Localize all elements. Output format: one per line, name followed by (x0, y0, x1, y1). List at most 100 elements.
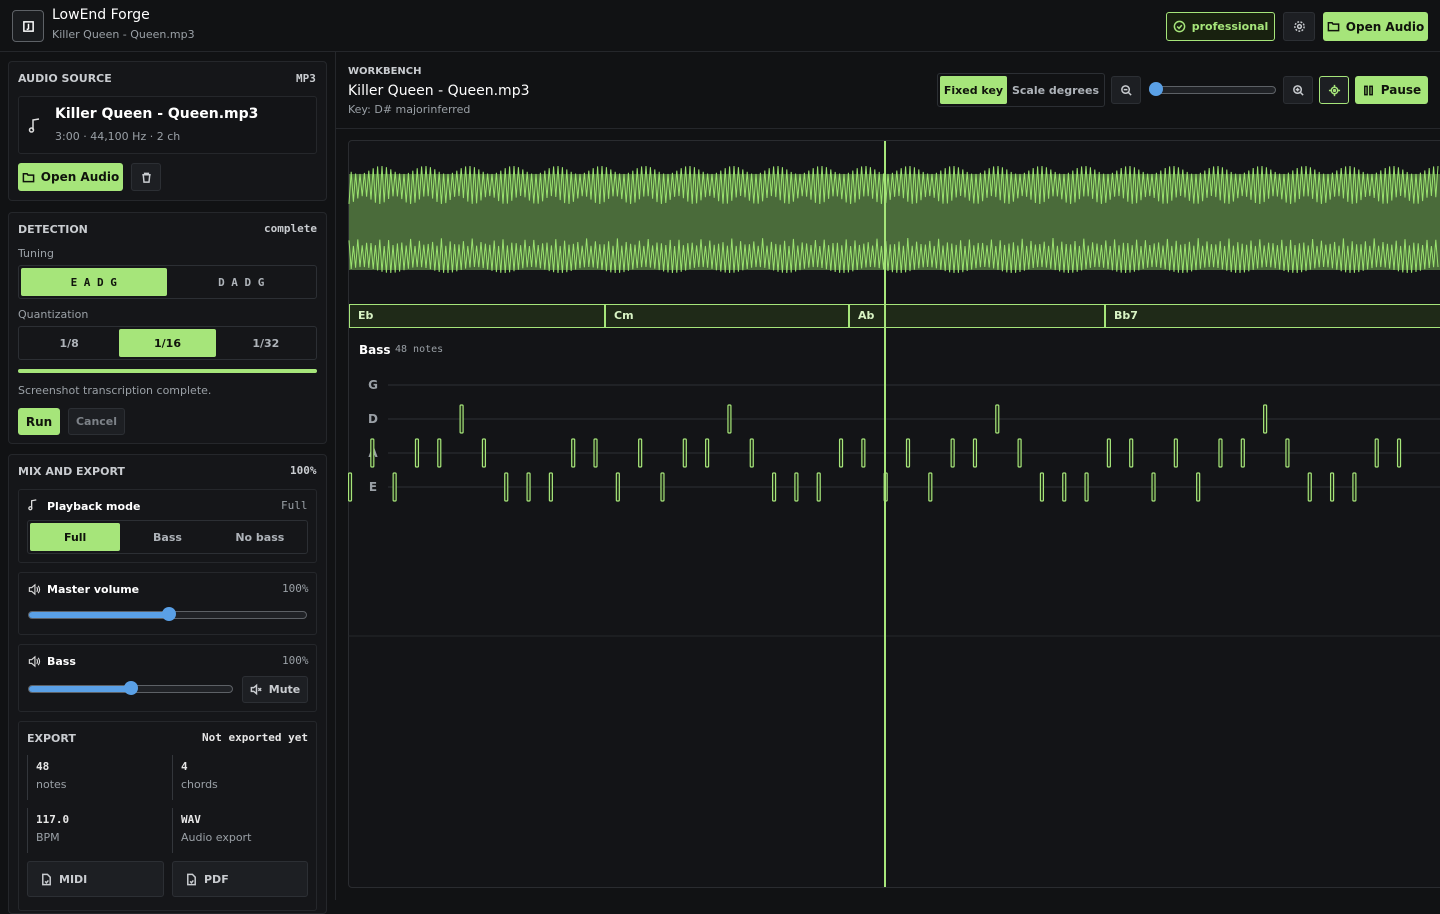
speaker-icon (28, 655, 41, 668)
view-mode-option[interactable]: Scale degrees (1011, 83, 1100, 97)
workbench-eyebrow: WORKBENCH (348, 66, 422, 77)
tuning-option[interactable]: E A D G (21, 268, 167, 296)
detection-panel (8, 212, 327, 444)
note-count: 48 notes (395, 344, 444, 355)
progress-bar (18, 369, 317, 373)
export-pdf-button[interactable]: PDF (172, 861, 308, 897)
master-volume-card (18, 572, 317, 635)
workbench-divider (336, 128, 1440, 129)
mute-label: Mute (268, 683, 301, 696)
playhead[interactable] (884, 141, 886, 887)
playback-option[interactable]: No bass (235, 530, 285, 544)
note (392, 472, 397, 502)
playback-option[interactable]: Bass (153, 530, 182, 544)
file-name: Killer Queen - Queen.mp3 (55, 106, 259, 122)
master-volume-label: Master volume (47, 583, 140, 596)
quantization-selector: 1/8 1/16 1/32 (18, 326, 317, 360)
note (727, 404, 732, 434)
note (1173, 438, 1178, 468)
music-icon (28, 499, 37, 511)
note (972, 438, 978, 468)
music-icon (28, 118, 40, 133)
app-logo (12, 10, 44, 42)
plan-badge[interactable]: professional (1166, 12, 1275, 41)
waveform-line (348, 238, 1439, 274)
format: MP3 (296, 72, 316, 85)
stat-value: 4 (181, 760, 188, 773)
cancel-label: Cancel (75, 415, 118, 428)
note (1062, 472, 1067, 502)
note (660, 472, 665, 502)
chord: Cm (605, 304, 849, 328)
note (1285, 438, 1290, 468)
playback-mode-selector: Full Bass No bass (27, 520, 308, 554)
quantization-label: Quantization (18, 308, 89, 321)
note (1017, 438, 1022, 468)
note (771, 472, 777, 502)
run-button[interactable]: Run (18, 408, 60, 435)
note (861, 438, 866, 468)
quantization-option[interactable]: 1/32 (252, 336, 280, 350)
open-audio-button[interactable]: Open Audio (1323, 12, 1428, 41)
status-message: Screenshot transcription complete. (18, 384, 212, 397)
note (571, 438, 576, 468)
note (593, 438, 598, 468)
current-file: Killer Queen - Queen.mp3 (52, 28, 195, 41)
zoom-in-button[interactable] (1283, 76, 1313, 104)
note (1374, 438, 1379, 468)
export-button-label: PDF (204, 872, 229, 886)
master-volume-slider[interactable] (28, 607, 307, 621)
chord: Eb (349, 304, 605, 328)
mute-button[interactable]: Mute (242, 676, 308, 703)
file-meta: 3:00 · 44,100 Hz · 2 ch (55, 130, 181, 143)
zoom-slider[interactable] (1149, 82, 1276, 96)
mix-percent: 100% (290, 464, 317, 477)
note (504, 472, 509, 502)
bass-card (18, 644, 317, 712)
stat-label: notes (36, 778, 67, 791)
key-label: Key: D# majorinferred (348, 103, 471, 116)
open-audio-button[interactable]: Open Audio (18, 163, 123, 191)
note (1352, 472, 1357, 502)
note (548, 472, 553, 502)
zoom-out-button[interactable] (1111, 76, 1141, 104)
bass-slider[interactable] (28, 681, 233, 695)
top-bar (0, 0, 1440, 52)
cancel-button[interactable]: Cancel (68, 408, 125, 435)
note (414, 438, 420, 468)
view-mode-option[interactable]: Fixed key (940, 76, 1007, 104)
playback-option[interactable]: Full (30, 523, 121, 551)
quantization-option[interactable]: 1/8 (59, 336, 79, 350)
follow-playhead-button[interactable] (1319, 76, 1349, 104)
stat-label: Audio export (181, 831, 252, 844)
quantization-option[interactable]: 1/16 (119, 329, 216, 357)
master-volume-value: 100% (282, 582, 309, 595)
waveform-line (348, 166, 1439, 205)
note (995, 404, 1000, 434)
bass-label: Bass (47, 655, 76, 668)
stat: WAV Audio export (172, 808, 308, 853)
note (1039, 472, 1045, 502)
stat: 117.0 BPM (27, 808, 163, 853)
settings-button[interactable] (1283, 12, 1315, 41)
app-title: LowEnd Forge (52, 7, 150, 23)
export-midi-button[interactable]: MIDI (27, 861, 164, 897)
note (1129, 438, 1134, 468)
stat: 48 notes (27, 755, 163, 800)
note (1196, 472, 1201, 502)
panel-title: MIX AND EXPORT (18, 465, 125, 478)
note (794, 472, 799, 502)
delete-button[interactable] (131, 163, 161, 191)
note (459, 404, 464, 434)
tuning-option[interactable]: D A D G (218, 275, 265, 289)
open-audio-label: Open Audio (1345, 19, 1425, 34)
note (1307, 472, 1312, 502)
view-mode-selector: Fixed key Scale degrees (937, 73, 1105, 107)
note (370, 438, 375, 468)
bass-value: 100% (282, 654, 309, 667)
string-label: G (368, 378, 378, 392)
pause-button[interactable]: Pause (1355, 76, 1428, 104)
detection-status: complete (264, 222, 317, 235)
